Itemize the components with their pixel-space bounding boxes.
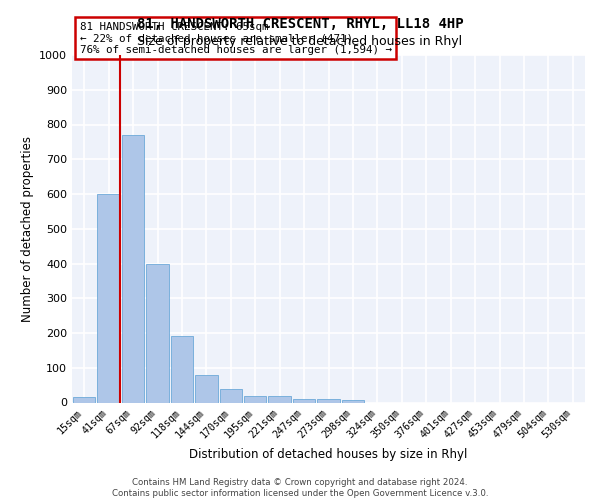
Text: 81, HANDSWORTH CRESCENT, RHYL, LL18 4HP: 81, HANDSWORTH CRESCENT, RHYL, LL18 4HP: [137, 18, 463, 32]
Bar: [170, 336, 193, 402]
Bar: [317, 399, 340, 402]
Bar: [97, 194, 120, 402]
Y-axis label: Number of detached properties: Number of detached properties: [20, 136, 34, 322]
Bar: [220, 388, 242, 402]
Bar: [268, 396, 291, 402]
Text: Size of property relative to detached houses in Rhyl: Size of property relative to detached ho…: [137, 35, 463, 48]
Text: Contains HM Land Registry data © Crown copyright and database right 2024.
Contai: Contains HM Land Registry data © Crown c…: [112, 478, 488, 498]
Bar: [341, 400, 364, 402]
Text: 81 HANDSWORTH CRESCENT: 65sqm
← 22% of detached houses are smaller (471)
76% of : 81 HANDSWORTH CRESCENT: 65sqm ← 22% of d…: [80, 22, 392, 55]
Bar: [244, 396, 266, 402]
X-axis label: Distribution of detached houses by size in Rhyl: Distribution of detached houses by size …: [190, 448, 467, 461]
Bar: [293, 399, 316, 402]
Bar: [146, 264, 169, 402]
Bar: [122, 135, 145, 402]
Bar: [195, 376, 218, 402]
Bar: [73, 398, 95, 402]
